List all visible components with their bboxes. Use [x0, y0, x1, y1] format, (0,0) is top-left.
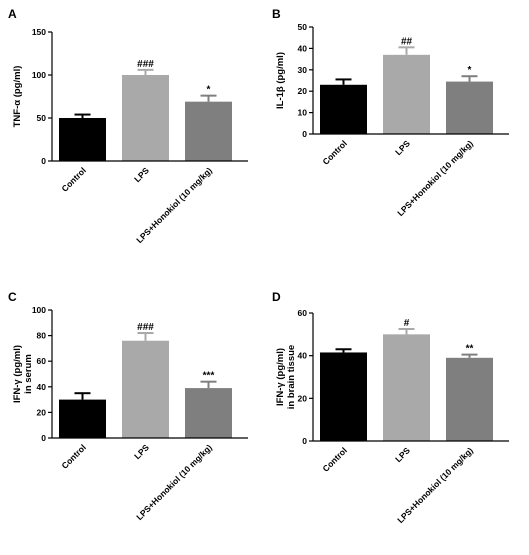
y-axis-title-b: IL-1β (pg/ml): [275, 52, 286, 109]
panel-letter-b: B: [272, 7, 281, 21]
category-label-honokiol-a: LPS+Honokiol (10 mg/kg): [134, 165, 214, 245]
y-tick-label-a: 0: [41, 156, 46, 166]
category-label-lps-b: LPS: [393, 138, 412, 157]
y-axis-title-d: IFN-γ (pg/ml): [275, 348, 286, 406]
bar-control-b: [320, 84, 367, 134]
significance-honokiol-c: ***: [203, 371, 215, 382]
panel-letter-c: C: [8, 290, 17, 304]
category-label-honokiol-b: LPS+Honokiol (10 mg/kg): [395, 138, 475, 218]
bar-control-c: [59, 399, 106, 438]
y-axis-subtitle-d: in brain tissue: [286, 345, 297, 409]
panel-b: B IL-1β (pg/ml) Control ## LPS * LPS+Honokiol …: [272, 7, 509, 218]
y-tick-label-b: 30: [298, 65, 308, 75]
y-tick-label-c: 60: [37, 356, 47, 366]
bar-honokiol-d: [446, 357, 493, 441]
panel-d: D IFN-γ (pg/ml) in brain tissue Control # LPS…: [272, 290, 509, 525]
category-label-honokiol-c: LPS+Honokiol (10 mg/kg): [134, 442, 214, 522]
bar-lps-b: [383, 54, 430, 134]
y-tick-label-a: 150: [32, 27, 46, 37]
y-tick-label-b: 50: [298, 22, 308, 32]
significance-lps-a: ###: [137, 59, 154, 70]
category-label-honokiol-d: LPS+Honokiol (10 mg/kg): [395, 445, 475, 525]
significance-honokiol-a: *: [207, 85, 211, 96]
category-label-lps-c: LPS: [132, 442, 151, 461]
significance-honokiol-d: **: [466, 344, 474, 355]
bar-control-d: [320, 352, 367, 441]
y-tick-label-b: 20: [298, 86, 308, 96]
y-tick-label-a: 50: [37, 113, 47, 123]
significance-honokiol-b: *: [468, 65, 472, 76]
y-axis-title-a: TNF-α (pg/ml): [12, 66, 23, 128]
y-tick-label-c: 40: [37, 382, 47, 392]
bar-lps-a: [122, 75, 169, 161]
panel-c: C IFN-γ (pg/ml) in serum Control ### LPS *** LP…: [8, 290, 248, 522]
category-label-lps-d: LPS: [393, 445, 412, 464]
y-tick-label-b: 0: [302, 129, 307, 139]
category-label-control-a: Control: [59, 165, 87, 193]
y-tick-label-d: 20: [298, 393, 308, 403]
bar-honokiol-b: [446, 81, 493, 134]
category-label-control-b: Control: [320, 138, 348, 166]
bar-honokiol-c: [185, 388, 232, 438]
bar-control-a: [59, 118, 106, 161]
significance-lps-b: ##: [401, 36, 413, 47]
category-label-lps-a: LPS: [132, 165, 151, 184]
y-tick-label-c: 0: [41, 433, 46, 443]
y-axis-title-c: IFN-γ (pg/ml): [12, 345, 23, 403]
y-tick-label-c: 100: [32, 305, 46, 315]
y-tick-label-c: 20: [37, 407, 47, 417]
panel-letter-d: D: [272, 290, 281, 304]
y-tick-label-b: 40: [298, 43, 308, 53]
significance-lps-d: #: [404, 318, 410, 329]
bar-honokiol-a: [185, 101, 232, 161]
y-tick-label-d: 0: [302, 436, 307, 446]
significance-lps-c: ###: [137, 322, 154, 333]
y-tick-label-d: 40: [298, 351, 308, 361]
y-tick-label-d: 60: [298, 308, 308, 318]
bar-lps-c: [122, 340, 169, 438]
y-tick-label-c: 80: [37, 331, 47, 341]
category-label-control-d: Control: [320, 445, 348, 473]
panel-letter-a: A: [8, 7, 17, 21]
y-axis-subtitle-c: in serum: [23, 354, 34, 394]
category-label-control-c: Control: [59, 442, 87, 470]
y-tick-label-b: 10: [298, 108, 308, 118]
panel-a: A TNF-α (pg/ml) Control ### LPS * LPS+Honokiol…: [8, 7, 248, 245]
y-tick-label-a: 100: [32, 70, 46, 80]
bar-lps-d: [383, 334, 430, 441]
